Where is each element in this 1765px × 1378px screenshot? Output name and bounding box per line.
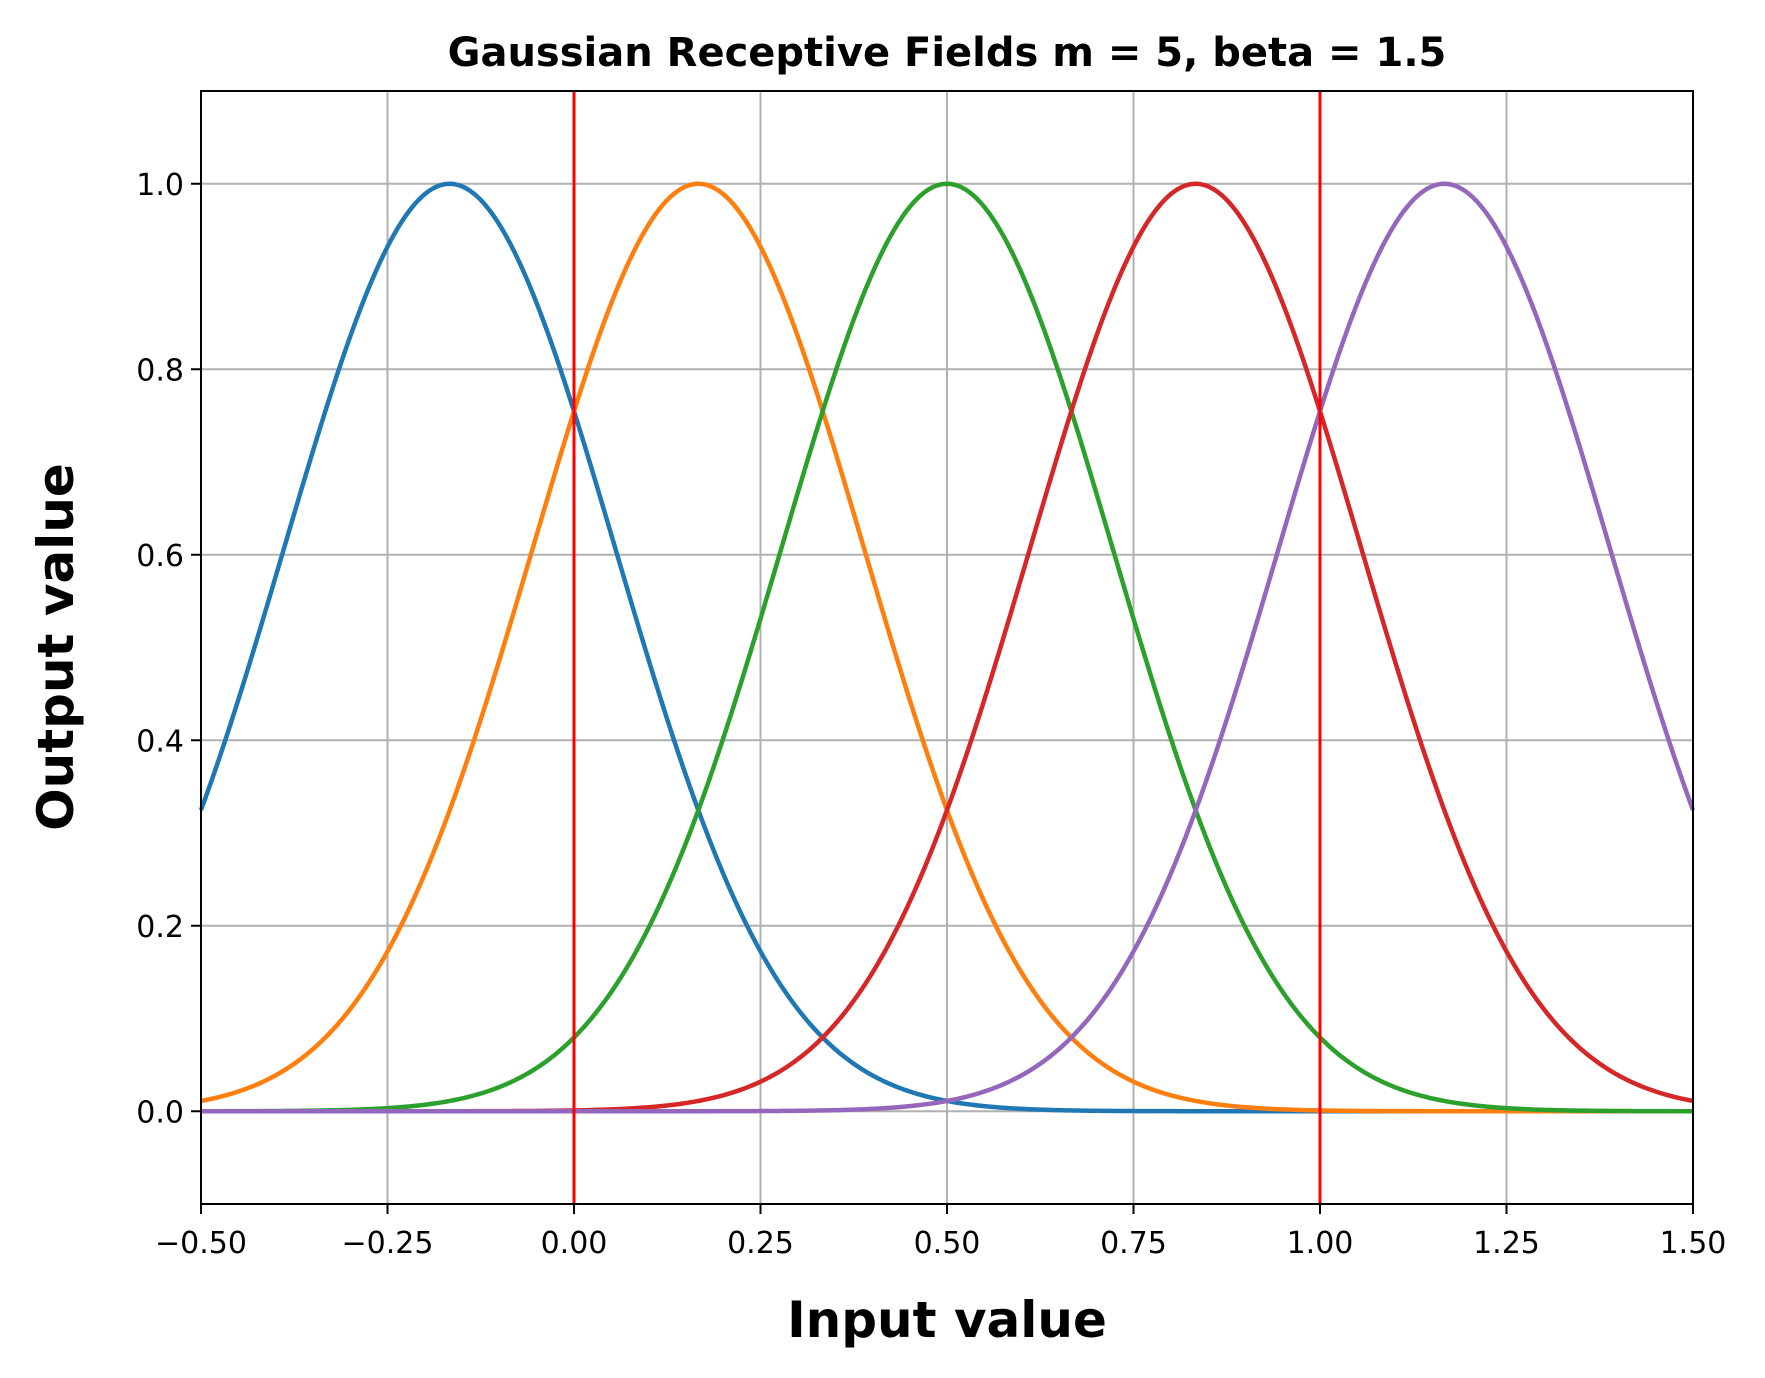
x-tick-label: 0.50: [914, 1226, 981, 1261]
y-tick-label: 1.0: [136, 168, 184, 203]
y-tick-label: 0.8: [136, 353, 184, 388]
x-tick-label: 0.25: [727, 1226, 794, 1261]
x-tick-label: 0.00: [541, 1226, 608, 1261]
x-tick-label: 1.00: [1287, 1226, 1354, 1261]
y-tick-label: 0.6: [136, 539, 184, 574]
x-tick-label: 1.50: [1660, 1226, 1727, 1261]
axis-ticks: −0.50 −0.25 0.00 0.25 0.50 0.75 1.00 1.25 1.50 0.…: [136, 168, 1726, 1261]
y-tick-label: 0.4: [136, 724, 184, 759]
x-tick-label: 0.75: [1100, 1226, 1167, 1261]
chart-title: Gaussian Receptive Fields m = 5, beta = …: [448, 30, 1447, 76]
y-axis-title: Output value: [27, 463, 85, 831]
series-line-3: [201, 181, 1693, 1114]
reference-lines: [572, 91, 1322, 1204]
series-line-5: [201, 181, 1696, 1114]
y-tick-label: 0.0: [136, 1095, 184, 1130]
series-lines: [198, 181, 1696, 1114]
x-tick-label: −0.25: [342, 1226, 434, 1261]
grid-lines: [200, 91, 1694, 1204]
x-tick-label: −0.50: [155, 1226, 247, 1261]
x-tick-label: 1.25: [1473, 1226, 1540, 1261]
y-tick-label: 0.2: [136, 910, 184, 945]
x-axis-title: Input value: [787, 1291, 1107, 1349]
